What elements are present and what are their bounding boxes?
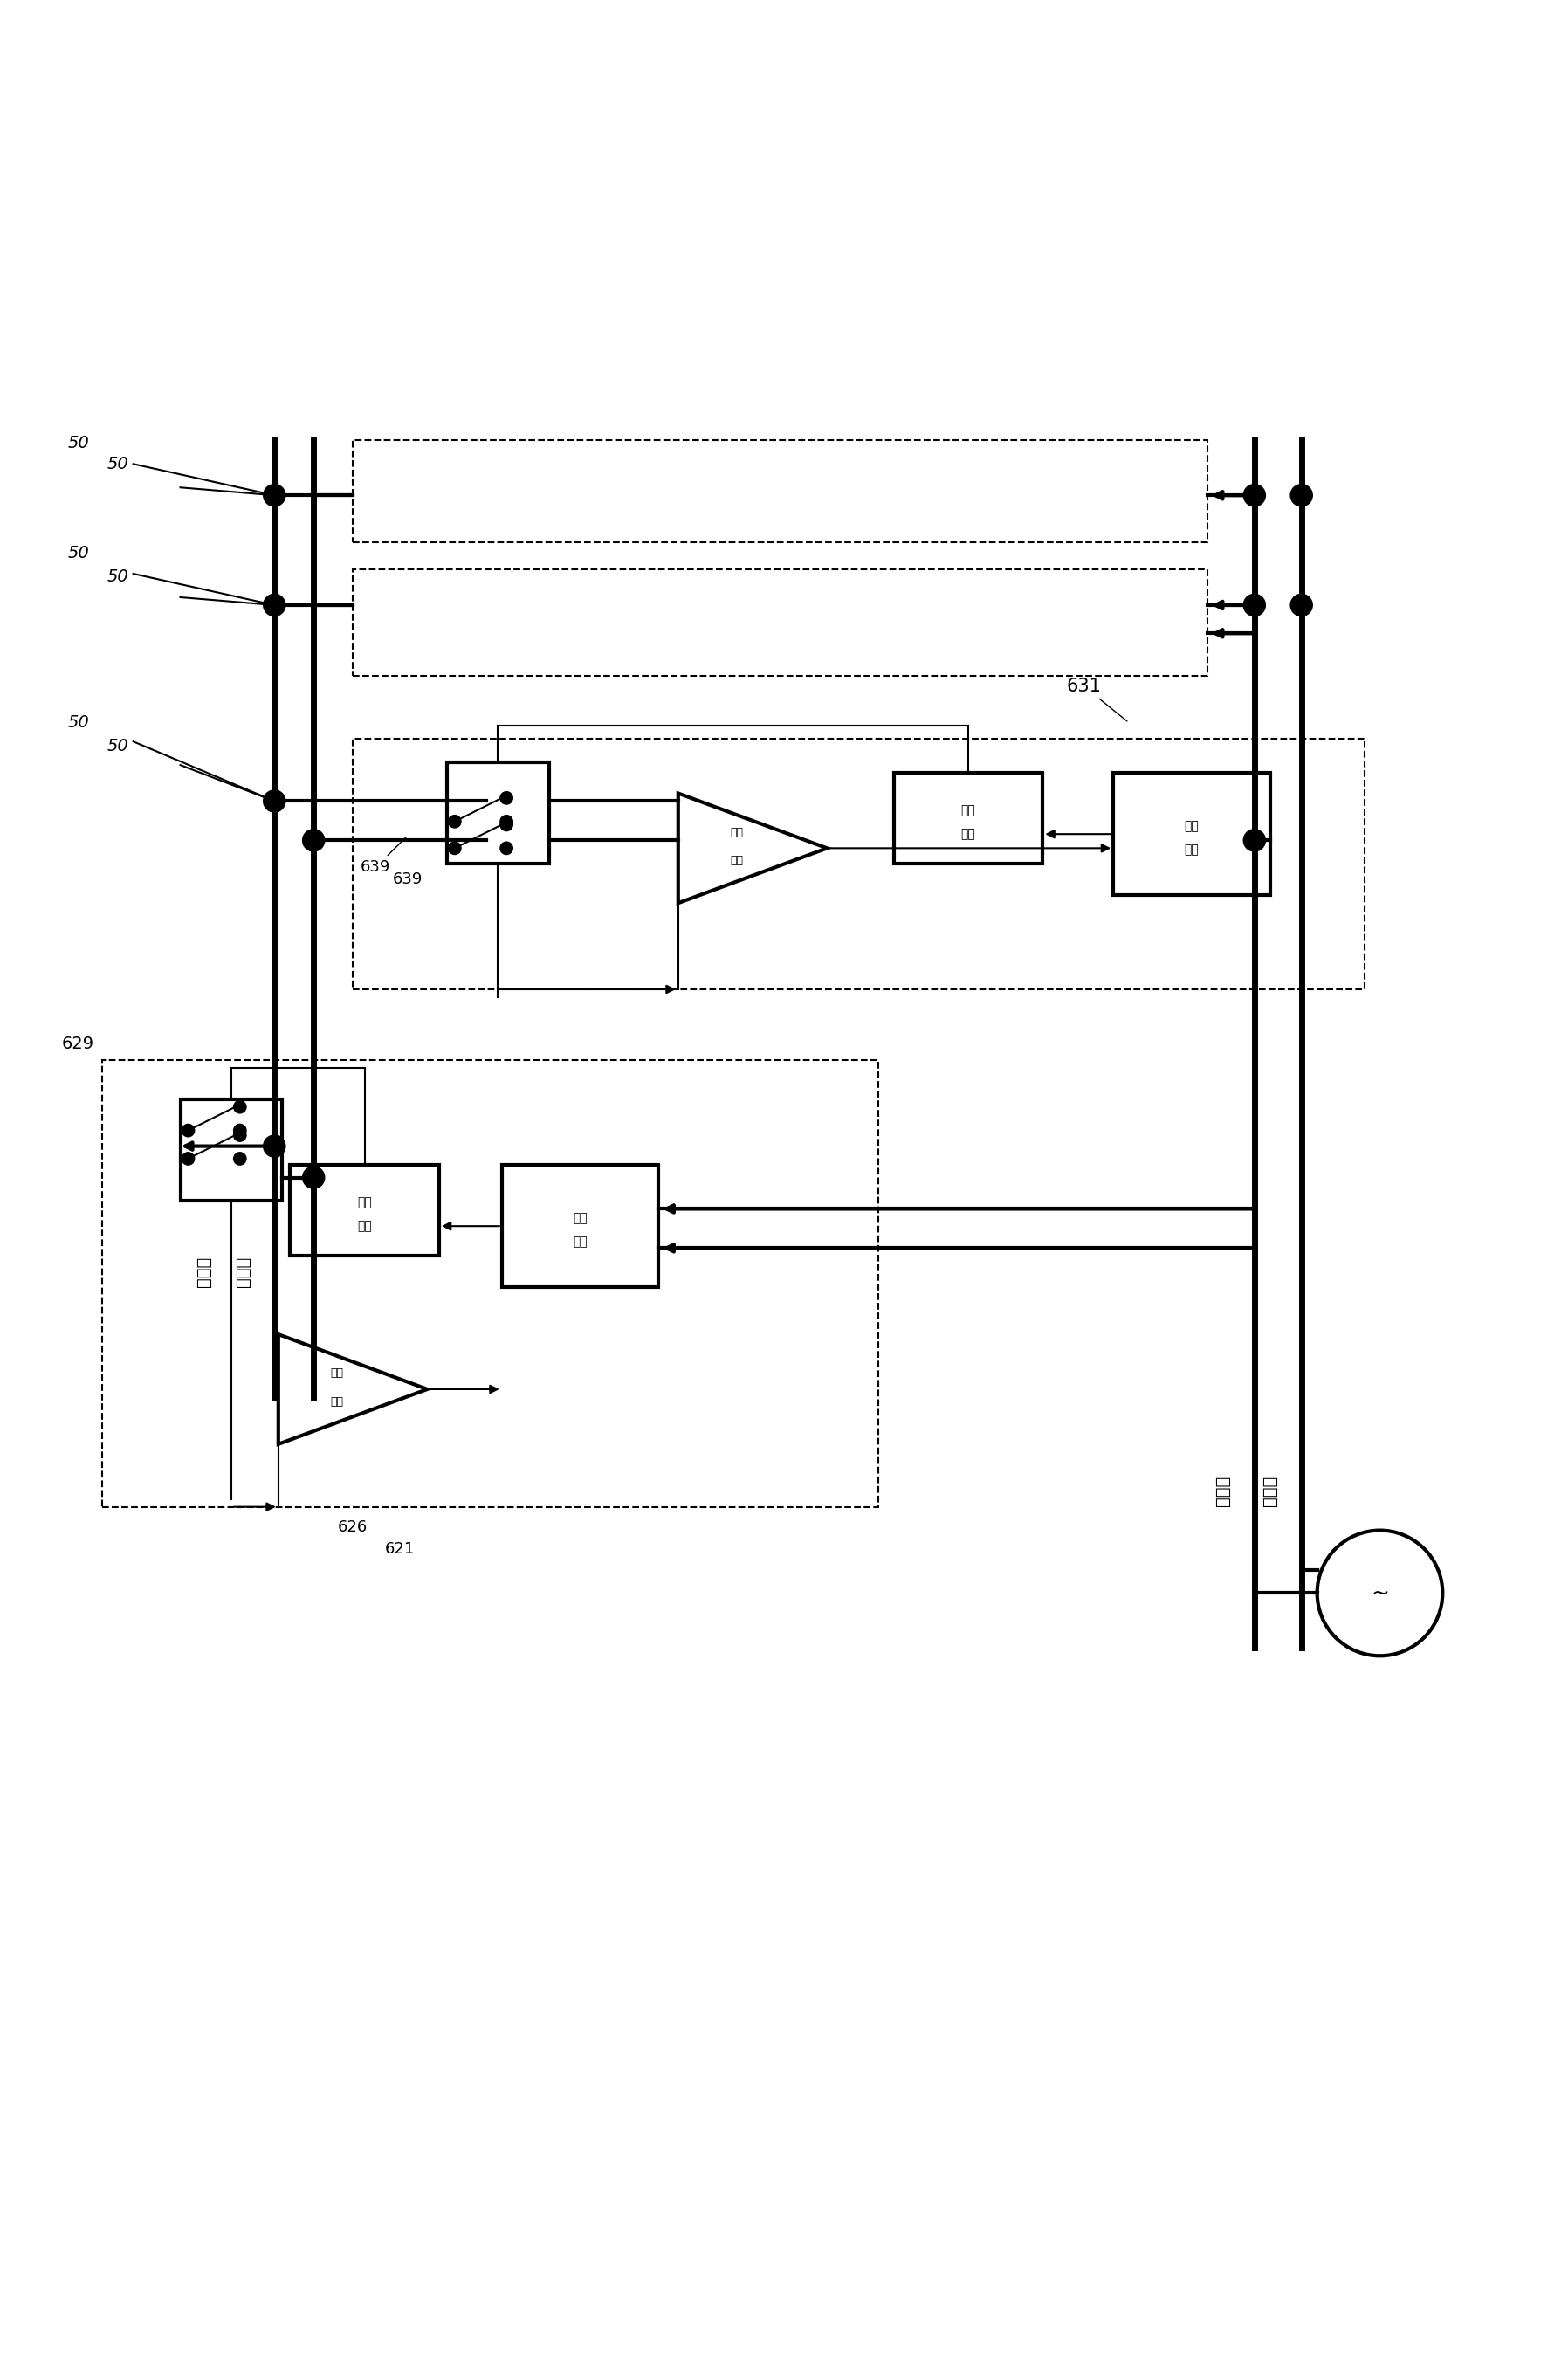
Text: 电源线: 电源线 (1215, 1477, 1231, 1507)
Bar (353, 440, 1207, 542)
Bar (502, 1166, 659, 1288)
Circle shape (234, 1128, 246, 1142)
Text: 电压: 电压 (731, 827, 743, 838)
Circle shape (1243, 829, 1265, 850)
Text: 电路: 电路 (1184, 843, 1200, 855)
Circle shape (234, 1123, 246, 1137)
Circle shape (1290, 593, 1312, 617)
Circle shape (448, 841, 461, 855)
Circle shape (1243, 593, 1265, 617)
Text: 检测: 检测 (331, 1397, 343, 1408)
Circle shape (263, 1135, 285, 1156)
Bar (1113, 772, 1270, 895)
Text: 电源线: 电源线 (1262, 1477, 1278, 1507)
Circle shape (263, 485, 285, 506)
Text: 发送: 发送 (358, 1196, 372, 1208)
Text: 电压: 电压 (331, 1368, 343, 1380)
Text: 626: 626 (337, 1519, 368, 1535)
Circle shape (500, 820, 513, 831)
Circle shape (500, 815, 513, 827)
Polygon shape (278, 1335, 426, 1444)
Text: 50: 50 (67, 436, 89, 452)
Bar (290, 1166, 439, 1255)
Text: 639: 639 (361, 838, 406, 876)
Bar (180, 1100, 282, 1201)
Bar (447, 763, 549, 864)
Circle shape (1290, 485, 1312, 506)
Circle shape (234, 1152, 246, 1166)
Text: 50: 50 (107, 568, 129, 584)
Text: 629: 629 (61, 1036, 94, 1053)
Text: 发送: 发送 (961, 805, 975, 817)
Text: 50: 50 (107, 737, 129, 754)
Circle shape (303, 829, 325, 850)
Text: 通信线: 通信线 (235, 1255, 251, 1286)
Circle shape (263, 593, 285, 617)
Text: 控制: 控制 (1184, 820, 1200, 831)
Bar (102, 1060, 878, 1507)
Circle shape (263, 791, 285, 812)
Text: 639: 639 (392, 871, 423, 888)
Text: ~: ~ (1370, 1583, 1389, 1604)
Text: 通信线: 通信线 (196, 1255, 212, 1286)
Text: 检测: 检测 (731, 855, 743, 867)
Text: 50: 50 (107, 455, 129, 473)
Bar (894, 772, 1043, 864)
Circle shape (234, 1100, 246, 1114)
Bar (353, 570, 1207, 676)
Circle shape (500, 791, 513, 805)
Text: 50: 50 (67, 544, 89, 560)
Circle shape (182, 1152, 194, 1166)
Text: 50: 50 (67, 714, 89, 730)
Text: 631: 631 (1066, 678, 1127, 721)
Circle shape (500, 841, 513, 855)
Circle shape (303, 1166, 325, 1189)
Text: 621: 621 (384, 1540, 416, 1557)
Bar (353, 739, 1364, 989)
Circle shape (1243, 485, 1265, 506)
Text: 控制: 控制 (572, 1213, 588, 1225)
Polygon shape (677, 794, 828, 902)
Circle shape (182, 1123, 194, 1137)
Text: 电路: 电路 (961, 829, 975, 841)
Text: 电路: 电路 (358, 1220, 372, 1232)
Text: 电路: 电路 (572, 1236, 588, 1248)
Circle shape (448, 815, 461, 827)
